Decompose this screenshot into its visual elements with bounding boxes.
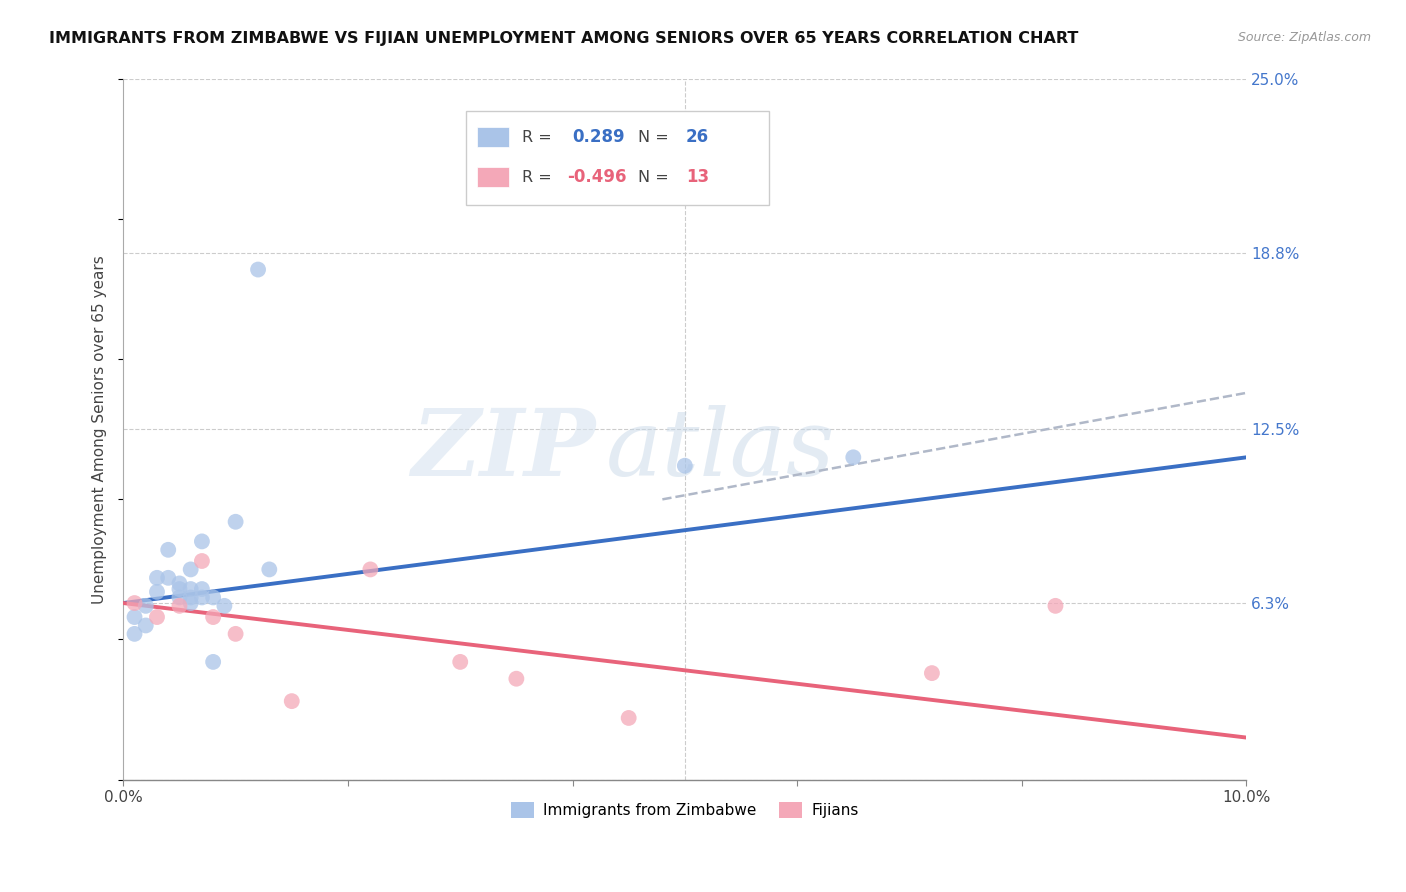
Point (505, 672, 527, 686)
Point (1045, 599, 1067, 613)
Point (180, 596, 202, 610)
Text: ZIP: ZIP (411, 405, 595, 495)
Text: IMMIGRANTS FROM ZIMBABWE VS FIJIAN UNEMPLOYMENT AMONG SENIORS OVER 65 YEARS CORR: IMMIGRANTS FROM ZIMBABWE VS FIJIAN UNEMP… (49, 31, 1078, 46)
Bar (477, 168, 509, 187)
Point (191, 554, 214, 568)
Point (135, 618, 157, 632)
Text: 13: 13 (686, 168, 709, 186)
Point (180, 591, 202, 605)
Point (202, 655, 225, 669)
Point (169, 576, 191, 591)
Point (191, 582, 214, 596)
Point (214, 599, 236, 613)
Point (191, 534, 214, 549)
Text: -0.496: -0.496 (567, 168, 627, 186)
Point (202, 610, 225, 624)
Point (146, 610, 169, 624)
Text: R =: R = (522, 169, 557, 185)
Point (359, 562, 381, 576)
Point (259, 562, 281, 576)
Point (157, 542, 180, 557)
Point (124, 610, 146, 624)
Text: N =: N = (638, 129, 673, 145)
Point (135, 599, 157, 613)
Point (281, 694, 304, 708)
Legend: Immigrants from Zimbabwe, Fijians: Immigrants from Zimbabwe, Fijians (505, 797, 865, 824)
Text: N =: N = (638, 169, 673, 185)
Point (169, 591, 191, 605)
Point (180, 582, 202, 596)
Point (202, 591, 225, 605)
Text: 26: 26 (686, 128, 709, 146)
Text: Source: ZipAtlas.com: Source: ZipAtlas.com (1237, 31, 1371, 45)
Point (180, 562, 202, 576)
Point (921, 666, 943, 681)
Point (449, 655, 471, 669)
Point (191, 591, 214, 605)
Point (124, 627, 146, 641)
Text: atlas: atlas (606, 405, 835, 495)
Point (157, 571, 180, 585)
Point (673, 458, 696, 473)
Point (169, 599, 191, 613)
Point (247, 262, 270, 277)
Point (225, 627, 247, 641)
Point (842, 450, 865, 465)
Point (617, 711, 640, 725)
Text: R =: R = (522, 129, 557, 145)
Y-axis label: Unemployment Among Seniors over 65 years: Unemployment Among Seniors over 65 years (93, 255, 107, 604)
FancyBboxPatch shape (465, 111, 769, 205)
Point (169, 582, 191, 596)
Point (146, 584, 169, 599)
Point (124, 596, 146, 610)
Point (146, 571, 169, 585)
Bar (477, 128, 509, 147)
Text: 0.289: 0.289 (572, 128, 626, 146)
Point (225, 515, 247, 529)
